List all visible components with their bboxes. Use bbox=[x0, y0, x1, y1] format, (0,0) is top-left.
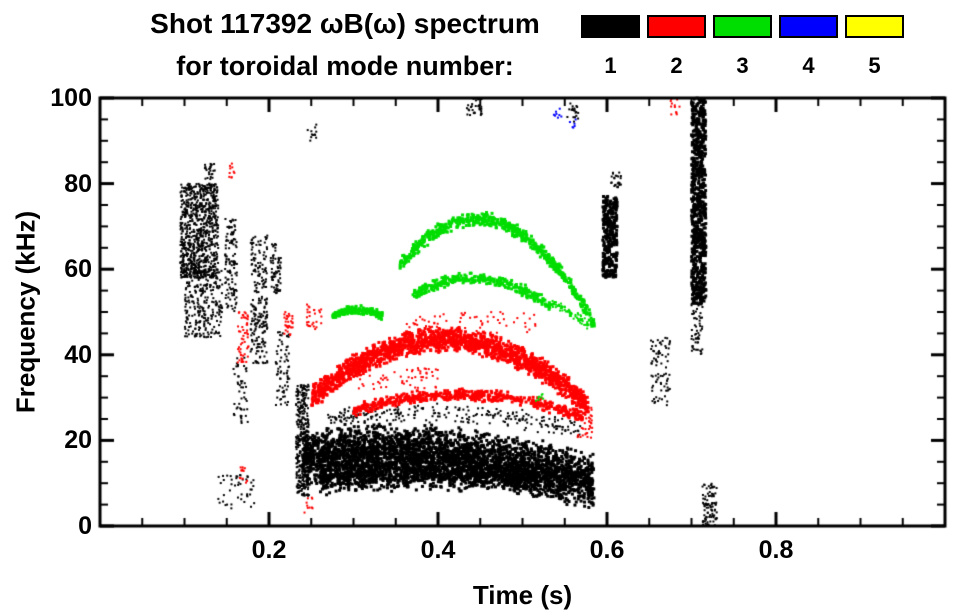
legend-item-4: 4 bbox=[779, 15, 838, 78]
legend-label-2: 2 bbox=[670, 53, 683, 78]
y-tick-label: 60 bbox=[64, 255, 92, 284]
y-tick-label: 100 bbox=[50, 84, 92, 112]
legend-swatch-5 bbox=[845, 15, 904, 38]
x-tick-label: 0.2 bbox=[251, 536, 287, 564]
x-tick-label: 0.6 bbox=[589, 536, 625, 564]
legend-label-1: 1 bbox=[604, 53, 617, 78]
y-tick-label: 40 bbox=[64, 340, 92, 369]
legend-label-4: 4 bbox=[802, 53, 815, 78]
y-tick-label: 0 bbox=[78, 512, 92, 540]
legend: 1 2 3 4 5 bbox=[581, 15, 904, 78]
legend-item-3: 3 bbox=[713, 15, 772, 78]
legend-label-3: 3 bbox=[736, 53, 749, 78]
y-axis-label: Frequency (kHz) bbox=[10, 210, 41, 414]
legend-swatch-4 bbox=[779, 15, 838, 38]
legend-item-2: 2 bbox=[647, 15, 706, 78]
legend-label-5: 5 bbox=[868, 53, 881, 78]
y-tick-label: 80 bbox=[64, 169, 92, 198]
x-tick-label: 0.8 bbox=[758, 536, 794, 564]
legend-swatch-2 bbox=[647, 15, 706, 38]
chart-subtitle: for toroidal mode number: bbox=[176, 51, 514, 81]
x-tick-label: 0.4 bbox=[420, 536, 456, 564]
legend-item-5: 5 bbox=[845, 15, 904, 78]
x-axis-label: Time (s) bbox=[472, 580, 573, 610]
legend-swatch-1 bbox=[581, 15, 640, 38]
chart-title: Shot 117392 ωB(ω) spectrum bbox=[150, 8, 540, 39]
legend-swatch-3 bbox=[713, 15, 772, 38]
y-tick-label: 20 bbox=[64, 426, 92, 455]
legend-item-1: 1 bbox=[581, 15, 640, 78]
